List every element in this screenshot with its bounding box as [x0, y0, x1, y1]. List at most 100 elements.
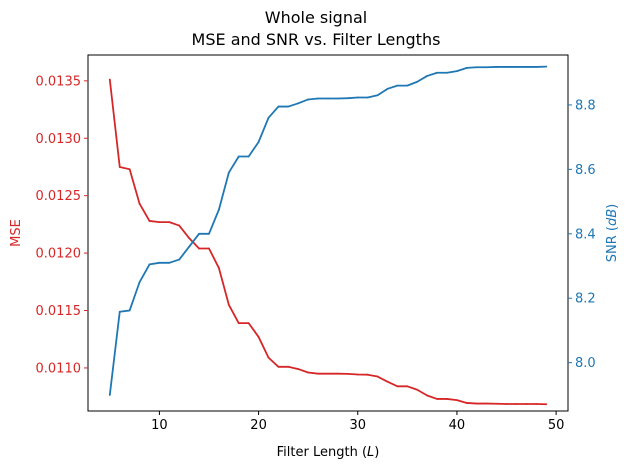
snr-data-point — [138, 281, 141, 284]
mse-data-point — [436, 398, 438, 400]
mse-data-point — [267, 356, 270, 359]
plot-frame — [87, 54, 569, 412]
mse-data-point — [138, 202, 141, 205]
snr-data-point — [456, 70, 458, 73]
right-y-tick-label: 8.2 — [575, 292, 596, 307]
snr-data-point — [485, 66, 488, 69]
snr-data-point — [267, 116, 270, 119]
snr-data-point — [465, 66, 468, 69]
right-y-tick-label: 8.6 — [575, 163, 596, 178]
plot-lines — [108, 65, 548, 406]
snr-data-point — [227, 171, 230, 174]
snr-data-point — [237, 155, 240, 158]
mse-data-point — [108, 78, 111, 81]
snr-data-point — [376, 94, 379, 97]
left-y-tick-label: 0.0120 — [36, 247, 82, 262]
mse-data-point — [346, 373, 349, 375]
snr-data-point — [446, 71, 448, 74]
mse-data-point — [317, 372, 319, 375]
snr-data-point — [535, 66, 538, 68]
x-tick-label: 20 — [250, 418, 267, 433]
chart-title-line-1: Whole signal — [265, 8, 367, 27]
mse-data-point — [366, 373, 369, 376]
mse-data-point — [446, 398, 448, 400]
x-tick-label: 10 — [151, 418, 168, 433]
snr-data-point — [128, 309, 131, 312]
mse-data-point — [277, 365, 280, 368]
snr-data-point — [257, 141, 260, 143]
snr-data-point — [426, 75, 429, 77]
right-y-axis: 8.0 8.2 8.4 8.6 8.8 — [568, 98, 596, 371]
left-y-tick-label: 0.0125 — [36, 189, 82, 204]
mse-data-point — [505, 403, 508, 405]
snr-data-point — [475, 66, 478, 69]
mse-data-point — [545, 403, 548, 406]
mse-data-point — [337, 372, 339, 375]
snr-data-point — [277, 105, 280, 108]
mse-data-point — [465, 402, 468, 404]
snr-data-point — [545, 65, 548, 68]
mse-data-point — [416, 388, 419, 391]
mse-data-point — [188, 237, 191, 240]
mse-series-line — [108, 78, 548, 406]
snr-data-point — [208, 232, 210, 235]
chart-title-line-2: MSE and SNR vs. Filter Lengths — [192, 30, 441, 49]
snr-data-point — [495, 66, 498, 68]
mse-data-point — [198, 247, 200, 250]
x-tick-label: 50 — [548, 418, 565, 433]
snr-data-point — [436, 71, 438, 74]
mse-data-point — [525, 403, 528, 405]
left-axis-label: MSE — [9, 219, 24, 247]
snr-data-point — [168, 261, 171, 264]
left-y-tick-label: 0.0135 — [36, 74, 82, 89]
snr-data-point — [287, 105, 290, 108]
snr-data-point — [247, 155, 250, 158]
mse-data-point — [485, 402, 488, 405]
snr-data-point — [406, 84, 409, 87]
mse-data-point — [495, 402, 498, 405]
left-y-tick-label: 0.0130 — [36, 132, 82, 147]
snr-data-point — [505, 66, 508, 68]
snr-data-point — [188, 245, 191, 248]
snr-data-point — [118, 310, 121, 313]
x-axis: 10 20 30 40 50 — [151, 411, 564, 433]
mse-data-point — [218, 267, 220, 269]
mse-data-point — [406, 385, 409, 388]
snr-data-point — [327, 97, 329, 100]
mse-data-point — [118, 166, 121, 168]
snr-data-point — [525, 66, 528, 68]
snr-data-point — [307, 98, 310, 101]
mse-data-point — [148, 220, 151, 222]
mse-data-point — [178, 224, 181, 227]
snr-data-point — [515, 66, 518, 68]
left-y-axis: 0.0110 0.0115 0.0120 0.0125 0.0130 0.0135 — [36, 74, 88, 376]
mse-data-point — [426, 394, 429, 397]
mse-data-point — [307, 371, 310, 374]
mse-data-point — [247, 322, 250, 325]
mse-data-point — [396, 385, 399, 388]
x-axis-label: Filter Length (L) — [277, 445, 380, 460]
snr-data-point — [386, 87, 389, 90]
snr-data-point — [178, 258, 181, 261]
snr-data-point — [356, 96, 359, 99]
snr-data-point — [396, 84, 399, 87]
right-y-tick-label: 8.8 — [575, 98, 596, 113]
mse-data-point — [208, 247, 210, 250]
mse-data-point — [376, 375, 379, 378]
right-y-tick-label: 8.4 — [575, 227, 596, 242]
snr-data-point — [366, 96, 369, 99]
mse-data-point — [356, 373, 359, 376]
snr-data-point — [317, 97, 319, 100]
mse-data-point — [287, 365, 290, 368]
snr-data-point — [337, 97, 339, 100]
x-tick-label: 30 — [349, 418, 366, 433]
right-axis-label: SNR (dB) — [605, 204, 620, 262]
mse-data-point — [456, 399, 458, 401]
left-y-tick-label: 0.0115 — [36, 304, 82, 319]
snr-data-point — [148, 263, 151, 266]
snr-data-point — [158, 261, 161, 264]
right-y-tick-label: 8.0 — [575, 356, 596, 371]
snr-series-line — [108, 65, 548, 396]
mse-data-point — [128, 168, 131, 171]
